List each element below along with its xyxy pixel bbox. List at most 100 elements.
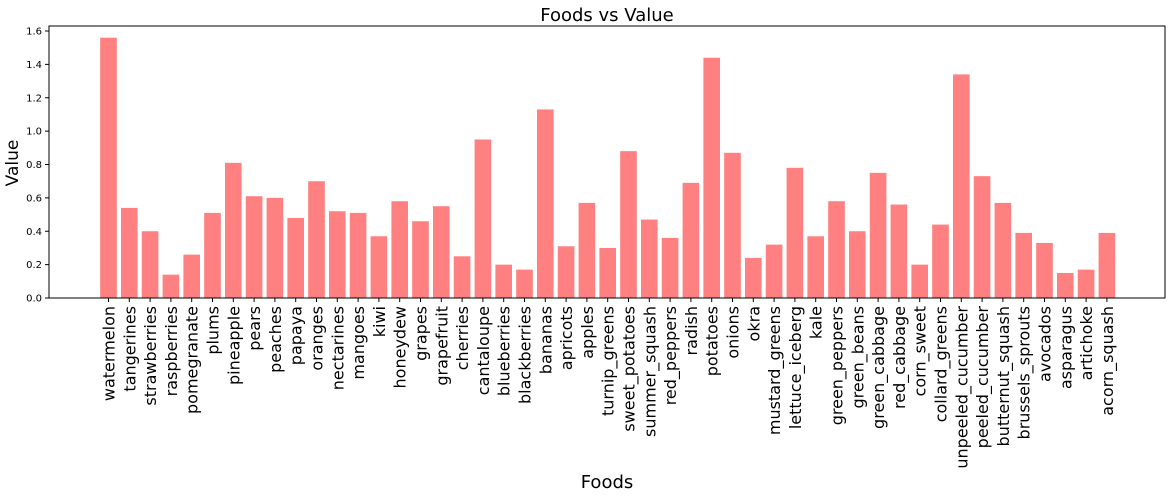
bar — [557, 246, 575, 298]
y-tick-label: 0.8 — [26, 160, 42, 171]
bar — [599, 247, 616, 298]
x-tick-label: collard_greens — [932, 306, 952, 422]
bar — [973, 176, 991, 298]
bar — [620, 151, 637, 298]
x-tick-label: avocados — [1036, 306, 1055, 382]
x-tick-label: green_peppers — [828, 306, 848, 425]
x-tick-label: brussels_sprouts — [1015, 306, 1035, 439]
x-tick-label: green_cabbage — [869, 306, 889, 429]
bar — [474, 139, 492, 298]
y-tick-label: 0.0 — [26, 294, 42, 305]
x-tick-label: red_cabbage — [890, 306, 910, 409]
y-tick-label: 1.0 — [26, 127, 42, 138]
x-tick-label: grapes — [412, 306, 431, 361]
bar — [661, 237, 679, 298]
x-tick-label: blueberries — [495, 306, 514, 396]
bar — [994, 202, 1012, 298]
x-tick-label: papaya — [287, 306, 306, 365]
bar — [1057, 272, 1074, 298]
bar — [745, 257, 762, 298]
bar — [703, 57, 720, 299]
x-tick-label: bananas — [536, 306, 555, 374]
bar — [245, 196, 263, 298]
plot-frame — [48, 25, 1166, 299]
x-tick-label: radish — [682, 306, 701, 355]
x-tick-label: honeydew — [391, 306, 410, 388]
y-axis: 0.0 0.2 0.4 0.6 0.8 1.0 1.2 1.4 1.6 — [26, 27, 49, 305]
bar — [121, 207, 138, 298]
x-tick-label: peaches — [266, 306, 285, 373]
x-tick-label: peeled_cucumber — [973, 306, 993, 449]
bar — [433, 206, 450, 298]
bar — [807, 236, 824, 298]
x-tick-label: sweet_potatoes — [620, 306, 640, 432]
x-tick-label: oranges — [308, 306, 327, 371]
bar — [453, 256, 471, 298]
bar — [349, 212, 367, 298]
x-tick-label: pears — [245, 306, 264, 351]
bar — [849, 231, 866, 298]
x-tick-label: watermelon — [100, 306, 119, 401]
bar — [765, 244, 783, 298]
x-tick-label: onions — [724, 306, 743, 359]
y-tick-label: 1.6 — [26, 27, 42, 38]
x-tick-label: kiwi — [370, 306, 389, 337]
x-tick-label: pineapple — [224, 306, 243, 385]
x-tick-label: grapefruit — [432, 306, 451, 386]
x-tick-label: strawberries — [141, 306, 160, 406]
x-tick-label: apricots — [557, 306, 576, 370]
bar — [953, 74, 970, 298]
y-axis-label: Value — [3, 140, 23, 187]
y-tick-label: 1.2 — [26, 93, 42, 104]
bar — [287, 217, 304, 298]
bar — [183, 254, 200, 298]
x-axis-label: Foods — [581, 472, 634, 493]
x-tick-label: plums — [204, 306, 223, 355]
bar — [537, 109, 554, 298]
bar — [162, 274, 180, 298]
x-tick-label: nectarines — [328, 306, 347, 390]
bar — [786, 167, 804, 298]
y-tick-label: 0.4 — [26, 227, 42, 238]
x-tick-label: cantaloupe — [474, 306, 493, 395]
bar — [204, 212, 221, 298]
bar — [225, 162, 242, 298]
x-tick-label: pomegranate — [183, 306, 202, 414]
x-tick-label: mustard_greens — [765, 306, 785, 435]
bar — [391, 201, 408, 298]
x-tick-label: butternut_squash — [994, 306, 1014, 446]
bar — [932, 224, 949, 298]
bar — [890, 204, 908, 298]
bar — [911, 264, 928, 298]
bar — [495, 264, 512, 298]
x-tick-label: mangoes — [349, 306, 368, 380]
x-tick-label: corn_sweet — [911, 306, 931, 396]
bar — [828, 201, 845, 298]
x-tick-label: summer_squash — [640, 306, 660, 437]
x-tick-label: green_beans — [848, 306, 868, 409]
x-axis: watermelon tangerines strawberries raspberr… — [100, 298, 1118, 469]
x-tick-label: artichoke — [1077, 306, 1096, 380]
bars-group — [100, 37, 1116, 299]
bar — [370, 236, 388, 298]
y-tick-label: 1.4 — [26, 60, 42, 71]
bar — [1098, 232, 1116, 298]
bar — [724, 152, 741, 298]
chart-title: Foods vs Value — [540, 5, 673, 26]
x-tick-label: raspberries — [162, 306, 181, 396]
x-tick-label: potatoes — [703, 306, 722, 376]
bar — [266, 197, 284, 298]
bar — [641, 219, 658, 298]
bar — [1036, 242, 1053, 298]
bar — [100, 37, 117, 299]
x-tick-label: red_peppers — [661, 306, 681, 405]
bar — [869, 172, 887, 298]
x-tick-label: unpeeled_cucumber — [952, 306, 972, 469]
x-tick-label: asparagus — [1056, 306, 1075, 389]
bar — [578, 202, 596, 298]
x-tick-label: tangerines — [120, 306, 139, 392]
x-tick-label: lettuce_iceberg — [786, 306, 806, 429]
y-tick-label: 0.6 — [26, 193, 42, 204]
x-tick-label: okra — [744, 306, 763, 341]
